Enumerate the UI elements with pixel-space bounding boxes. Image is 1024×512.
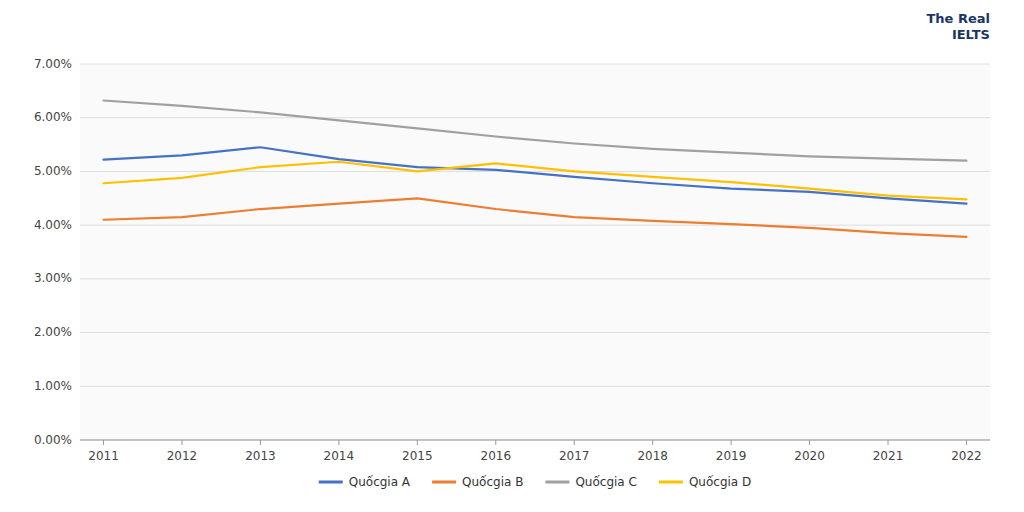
x-tick xyxy=(731,440,732,445)
x-tick xyxy=(495,440,496,445)
series-line xyxy=(104,198,967,237)
chart: 0.00% 1.00% 2.00% 3.00% 4.00% 5.00% 6.00% 7.00%… xyxy=(0,0,1024,512)
legend-label: Quốcgia C xyxy=(575,475,637,489)
legend-label: Quốcgia B xyxy=(462,475,523,489)
series-group xyxy=(104,101,967,237)
y-tick-label: 0.00% xyxy=(34,433,72,447)
grid-line xyxy=(80,64,990,65)
x-tick-label: 2014 xyxy=(324,449,355,463)
grid-line xyxy=(80,278,990,279)
legend-swatch xyxy=(432,481,456,484)
series-line xyxy=(104,101,967,161)
grid-line xyxy=(80,440,990,441)
grid-line xyxy=(80,117,990,118)
x-tick xyxy=(888,440,889,445)
x-tick xyxy=(809,440,810,445)
x-tick xyxy=(103,440,104,445)
series-line xyxy=(104,162,967,200)
x-tick xyxy=(652,440,653,445)
legend-label: Quốcgia A xyxy=(349,475,411,489)
x-tick-label: 2019 xyxy=(716,449,747,463)
x-tick xyxy=(338,440,339,445)
x-tick-label: 2021 xyxy=(873,449,904,463)
annotation: The RealIELTS xyxy=(926,11,990,42)
x-tick-label: 2011 xyxy=(88,449,119,463)
x-tick-label: 2017 xyxy=(559,449,590,463)
legend-item: Quốcgia A xyxy=(319,475,411,489)
x-axis-line xyxy=(80,440,990,441)
annotations: The RealIELTS xyxy=(926,11,990,42)
x-tick-label: 2020 xyxy=(794,449,825,463)
legend-item: Quốcgia D xyxy=(659,475,751,489)
x-tick xyxy=(260,440,261,445)
y-tick-label: 3.00% xyxy=(34,271,72,285)
x-tick xyxy=(417,440,418,445)
y-tick-label: 6.00% xyxy=(34,110,72,124)
y-tick-label: 4.00% xyxy=(34,218,72,232)
x-tick xyxy=(966,440,967,445)
x-tick-label: 2012 xyxy=(167,449,198,463)
legend-swatch xyxy=(545,481,569,484)
legend-item: Quốcgia C xyxy=(545,475,637,489)
grid-line xyxy=(80,171,990,172)
grid-line xyxy=(80,332,990,333)
grid-line xyxy=(80,225,990,226)
y-tick-label: 5.00% xyxy=(34,164,72,178)
plot-area xyxy=(80,64,990,440)
legend-swatch xyxy=(319,481,343,484)
x-tick-label: 2018 xyxy=(637,449,668,463)
legend-swatch xyxy=(659,481,683,484)
legend-item: Quốcgia B xyxy=(432,475,523,489)
x-tick-label: 2016 xyxy=(481,449,512,463)
x-tick xyxy=(181,440,182,445)
x-tick-label: 2013 xyxy=(245,449,276,463)
x-tick-label: 2022 xyxy=(951,449,982,463)
legend: Quốcgia A Quốcgia B Quốcgia C Quốcgia D xyxy=(319,475,752,489)
y-tick-label: 1.00% xyxy=(34,379,72,393)
x-tick xyxy=(574,440,575,445)
y-tick-label: 7.00% xyxy=(34,57,72,71)
y-tick-label: 2.00% xyxy=(34,325,72,339)
grid-line xyxy=(80,386,990,387)
legend-label: Quốcgia D xyxy=(689,475,751,489)
series-line xyxy=(104,147,967,203)
x-tick-label: 2015 xyxy=(402,449,433,463)
x-axis: 2011 2012 2013 2014 2015 2016 2017 2018 2019 2020… xyxy=(80,440,990,463)
y-axis: 0.00% 1.00% 2.00% 3.00% 4.00% 5.00% 6.00% 7.00% xyxy=(34,57,990,447)
